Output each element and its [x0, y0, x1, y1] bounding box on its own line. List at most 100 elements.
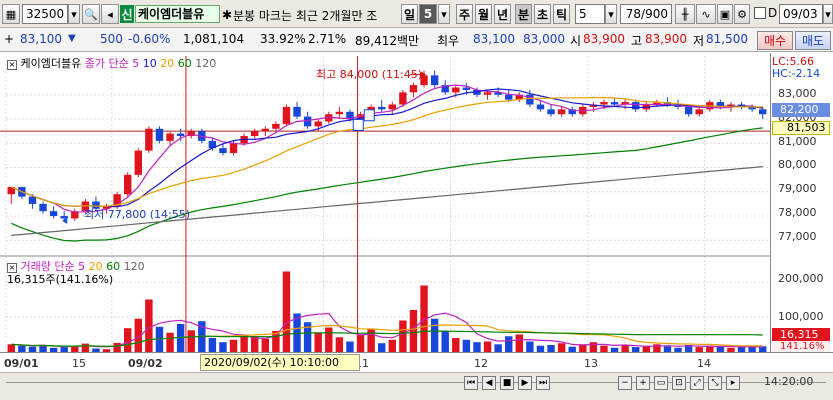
sound-icon[interactable]: ◂ — [101, 4, 119, 24]
candle — [536, 104, 545, 110]
volume-bar — [610, 347, 619, 352]
ma10-line — [11, 88, 763, 208]
candle — [176, 133, 185, 137]
volume-bar — [727, 347, 735, 352]
step-icon[interactable]: ▸ — [726, 376, 740, 390]
volume-bar — [589, 342, 598, 352]
candle — [515, 94, 523, 100]
date-input[interactable]: 09/03 — [779, 4, 823, 24]
vma20-label: 20 — [88, 260, 103, 273]
volume-bar — [695, 347, 703, 352]
reset-zoom-icon[interactable]: ▭ — [654, 376, 668, 390]
volume-bar — [663, 346, 672, 352]
cross-icon: + — [4, 32, 15, 46]
volume-bar — [483, 341, 492, 352]
ma120-label: 120 — [195, 57, 217, 70]
tab-minute[interactable]: 분 — [515, 4, 532, 24]
candle — [335, 111, 344, 115]
volume-bar — [134, 318, 142, 352]
volume-bar — [441, 331, 449, 352]
last-icon[interactable]: ⏭ — [536, 376, 550, 390]
stock-name-field[interactable]: 케이엠더블유 — [135, 5, 220, 23]
prev-icon[interactable]: ◀ — [482, 376, 496, 390]
volume-bar — [251, 336, 259, 352]
candle — [325, 114, 333, 122]
day-dropdown-icon[interactable]: ▾ — [438, 4, 450, 24]
zoom-out-icon[interactable]: − — [618, 376, 632, 390]
candle — [229, 143, 238, 153]
search-icon[interactable]: 🔍 — [82, 4, 100, 24]
volume-bar — [102, 349, 111, 352]
x-label: 09/01 — [4, 357, 39, 370]
volume-bar — [515, 334, 523, 352]
tab-year[interactable]: 년 — [494, 4, 511, 24]
low-annotation: 최저 77,800 (14:55) — [84, 208, 191, 221]
buy-button[interactable]: 매수 — [757, 31, 793, 50]
zoom-in-icon[interactable]: + — [636, 376, 650, 390]
tab-tick[interactable]: 틱 — [553, 4, 570, 24]
ma60-label: 60 — [177, 57, 192, 70]
volume-bar — [748, 347, 756, 352]
price-change: 500 — [100, 32, 123, 46]
high-label: 고 — [631, 34, 643, 48]
scroll-track[interactable] — [6, 382, 826, 383]
candle — [621, 102, 629, 105]
sell-button[interactable]: 매도 — [795, 31, 831, 50]
tab-week[interactable]: 주 — [456, 4, 473, 24]
volume-bar — [7, 344, 15, 352]
indicator-icon[interactable]: ∿ — [696, 4, 716, 24]
tab-second[interactable]: 초 — [534, 4, 551, 24]
volume-bar — [356, 335, 365, 352]
volume-bar — [706, 345, 714, 352]
fit-icon[interactable]: ⊡ — [672, 376, 686, 390]
first-icon[interactable]: ⏮ — [464, 376, 478, 390]
volume-bar — [261, 338, 269, 352]
candle — [28, 196, 37, 204]
count-input[interactable]: 78/900 — [620, 4, 672, 24]
volume-bar — [547, 345, 555, 352]
tab-day-count[interactable]: 5 — [419, 4, 437, 24]
candle-type-icon[interactable]: ╫ — [675, 4, 695, 24]
best-ask: 83,100 — [473, 32, 515, 46]
interval-input[interactable]: 5 — [575, 4, 605, 24]
down-arrow-icon: ▼ — [68, 33, 76, 44]
volume-bar — [18, 345, 26, 352]
next-icon[interactable]: ▶ — [518, 376, 532, 390]
tab-day[interactable]: 일 — [401, 4, 418, 24]
open-label: 시 — [570, 34, 582, 48]
volume-bar — [335, 337, 344, 352]
volume-bar — [430, 318, 439, 352]
candle — [134, 150, 142, 175]
low-price: 81,500 — [706, 32, 748, 46]
compress-icon[interactable]: ⤡ — [708, 376, 722, 390]
save-icon[interactable]: ▣ — [717, 4, 733, 24]
settings-icon[interactable]: ⚙ — [734, 4, 750, 24]
vma5-label: 5 — [78, 260, 86, 273]
candle — [92, 201, 100, 209]
code-dropdown-icon[interactable]: ▾ — [68, 4, 80, 24]
candle — [272, 123, 280, 129]
ma120-line — [11, 166, 763, 236]
candle — [166, 133, 174, 141]
candle — [441, 85, 449, 93]
volume-bar — [282, 271, 291, 352]
tab-month[interactable]: 월 — [475, 4, 492, 24]
volume-bar — [240, 334, 248, 352]
volume-current-tag: 16,315 — [772, 328, 830, 341]
candle — [102, 206, 111, 209]
volume-bar — [737, 346, 746, 352]
candle — [632, 102, 640, 110]
price-volume-chart[interactable] — [0, 0, 833, 372]
interval-dropdown-icon[interactable]: ▾ — [605, 4, 617, 24]
volume-bar — [219, 342, 227, 352]
stock-code-input[interactable]: 32500 — [22, 4, 68, 24]
candle — [759, 109, 767, 115]
expand-icon[interactable]: ⤢ — [690, 376, 704, 390]
open-price: 83,900 — [583, 32, 625, 46]
crosshair-time-label: 2020/09/02(수) 10:10:00 — [200, 354, 360, 371]
d-checkbox[interactable] — [754, 7, 766, 19]
stop-icon[interactable]: ■ — [500, 376, 514, 390]
volume-bar — [314, 332, 322, 352]
volume-bar — [92, 348, 100, 352]
window-menu-icon[interactable]: ▦ — [2, 4, 20, 24]
